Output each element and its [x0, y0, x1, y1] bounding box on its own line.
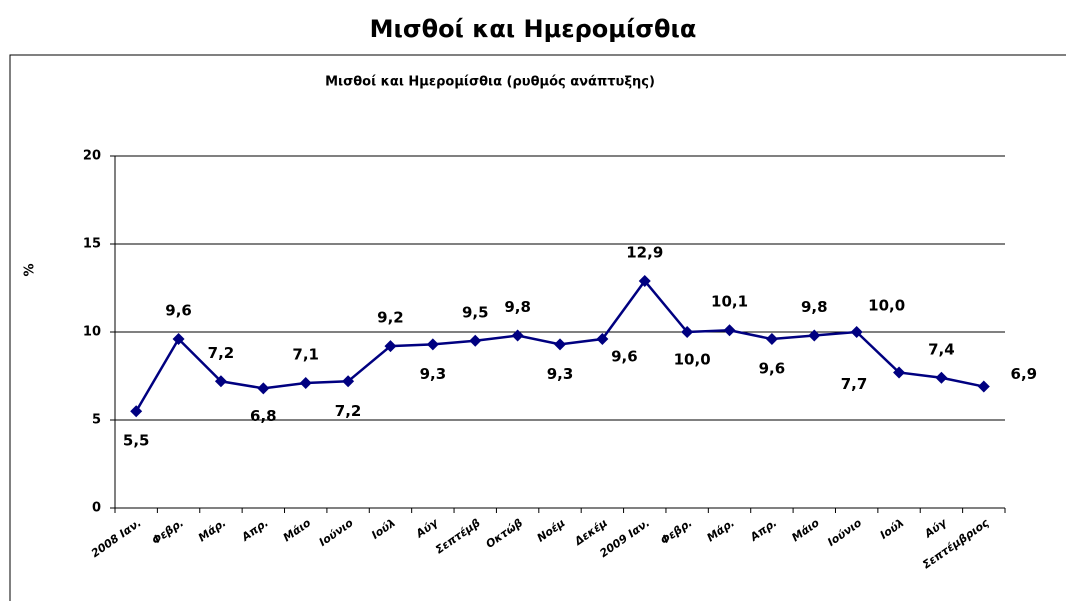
data-label: 9,5: [462, 303, 489, 321]
x-tick-label: Μάρ.: [196, 516, 228, 544]
x-tick-label: Νοέμ: [535, 516, 568, 544]
data-point: [214, 375, 227, 388]
data-label: 7,4: [928, 340, 955, 358]
data-label: 6,8: [250, 407, 277, 425]
data-point: [596, 333, 609, 346]
data-label: 9,6: [611, 348, 638, 366]
data-point: [977, 380, 990, 393]
data-point: [130, 405, 143, 418]
data-label: 9,3: [420, 365, 447, 383]
x-tick-label: Αύγ: [413, 515, 442, 541]
data-point: [257, 382, 270, 395]
data-point: [384, 340, 397, 353]
data-point: [808, 329, 821, 342]
y-tick-label: 15: [83, 237, 101, 252]
x-tick-label: Σεπτέμβ: [433, 516, 483, 556]
chart-title: Μισθοί και Ημερομίσθια (ρυθμός ανάπτυξης…: [325, 75, 655, 90]
data-point: [426, 338, 439, 351]
x-tick-label: Ιούνιο: [825, 516, 864, 549]
chart-frame: [9, 54, 1066, 601]
x-tick-label: Φεβρ.: [150, 516, 186, 547]
data-point: [172, 333, 185, 346]
data-label: 12,9: [626, 243, 663, 261]
data-label: 9,3: [547, 365, 574, 383]
x-tick-label: Μάρ.: [704, 516, 736, 544]
x-tick-label: Απρ.: [239, 516, 271, 544]
data-point: [935, 371, 948, 384]
data-point: [299, 377, 312, 390]
data-label: 9,6: [759, 360, 786, 378]
data-label: 10,0: [674, 351, 711, 369]
x-tick-label: Απρ.: [747, 516, 779, 544]
data-point: [342, 375, 355, 388]
y-tick-label: 10: [83, 325, 101, 340]
y-tick-label: 0: [92, 501, 101, 516]
data-point: [469, 334, 482, 347]
data-label: 9,2: [377, 309, 404, 327]
data-label: 5,5: [123, 432, 150, 450]
x-tick-label: Οκτώβ: [484, 516, 526, 551]
data-label: 7,2: [335, 402, 362, 420]
data-label: 10,0: [868, 297, 905, 315]
data-label: 9,8: [504, 298, 531, 316]
data-point: [765, 333, 778, 346]
y-tick-label: 20: [83, 149, 101, 164]
x-tick-label: 2008 Ιαν.: [89, 516, 144, 560]
x-tick-label: Ιούλ: [878, 516, 907, 542]
data-point: [723, 324, 736, 337]
data-point: [893, 366, 906, 379]
data-label: 10,1: [711, 293, 748, 311]
data-label: 7,2: [208, 344, 235, 362]
data-label: 9,6: [165, 302, 192, 320]
y-tick-label: 5: [92, 413, 101, 428]
data-label: 7,7: [841, 375, 868, 393]
x-tick-label: Ιούνιο: [317, 516, 356, 549]
data-point: [681, 326, 694, 338]
x-tick-label: Μάιο: [789, 516, 822, 544]
x-tick-label: Μάιο: [281, 516, 314, 544]
data-point: [850, 326, 863, 338]
x-tick-label: Φεβρ.: [658, 516, 694, 547]
y-axis-label: %: [23, 263, 38, 276]
data-label: 9,8: [801, 298, 828, 316]
data-point: [554, 338, 566, 351]
data-label: 6,9: [1011, 365, 1038, 383]
data-point: [638, 274, 651, 287]
x-tick-label: Αύγ: [921, 515, 950, 541]
x-tick-label: Ιούλ: [369, 516, 398, 542]
data-label: 7,1: [292, 346, 319, 364]
page-title: Μισθοί και Ημερομίσθια: [370, 15, 697, 43]
data-point: [511, 329, 524, 342]
